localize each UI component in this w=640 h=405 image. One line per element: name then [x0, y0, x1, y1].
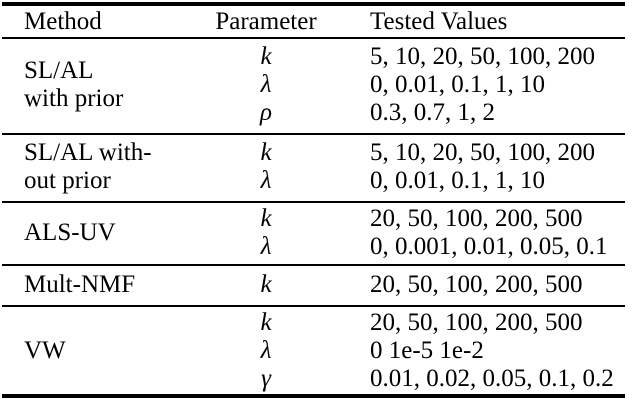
- table-row: k 20, 50, 100, 200, 500: [210, 271, 625, 299]
- parameter-rows: k 20, 50, 100, 200, 500 λ 0 1e-5 1e-2 γ …: [210, 309, 625, 393]
- param-values: 0, 0.01, 0.1, 1, 10: [370, 167, 545, 194]
- param-values: 5, 10, 20, 50, 100, 200: [370, 43, 595, 70]
- param-symbol: γ: [261, 365, 271, 392]
- parameter-rows: k 5, 10, 20, 50, 100, 200 λ 0, 0.01, 0.1…: [210, 43, 625, 127]
- param-symbol: ρ: [260, 99, 272, 126]
- method-label-line: out prior: [24, 167, 111, 194]
- parameter-rows: k 5, 10, 20, 50, 100, 200 λ 0, 0.01, 0.1…: [210, 139, 625, 195]
- table-row: k 5, 10, 20, 50, 100, 200: [210, 139, 625, 167]
- hyperparameter-table: Method Parameter Tested Values SL/AL wit…: [2, 2, 625, 398]
- method-label-line: SL/AL with-: [24, 139, 152, 166]
- param-values: 5, 10, 20, 50, 100, 200: [370, 139, 595, 166]
- param-values: 0 1e-5 1e-2: [370, 337, 484, 364]
- table-group-mult-nmf: Mult-NMF k 20, 50, 100, 200, 500: [2, 266, 625, 307]
- param-symbol: k: [260, 309, 272, 336]
- param-symbol: k: [260, 43, 272, 70]
- method-label-line: SL/AL: [24, 57, 94, 84]
- table-row: k 20, 50, 100, 200, 500: [210, 309, 625, 337]
- param-values: 0, 0.001, 0.01, 0.05, 0.1: [370, 233, 608, 260]
- table-group-vw: VW k 20, 50, 100, 200, 500 λ 0 1e-5 1e-2…: [2, 307, 625, 394]
- column-header-parameter: Parameter: [215, 7, 317, 35]
- table-row: λ 0 1e-5 1e-2: [210, 337, 625, 365]
- param-symbol: λ: [260, 233, 272, 260]
- param-symbol: λ: [260, 337, 272, 364]
- table-row: k 5, 10, 20, 50, 100, 200: [210, 43, 625, 71]
- param-values: 20, 50, 100, 200, 500: [370, 309, 583, 336]
- table-group-slal-with-prior: SL/AL with prior k 5, 10, 20, 50, 100, 2…: [2, 39, 625, 135]
- table-group-slal-without-prior: SL/AL with- out prior k 5, 10, 20, 50, 1…: [2, 135, 625, 203]
- parameter-rows: k 20, 50, 100, 200, 500 λ 0, 0.001, 0.01…: [210, 205, 625, 261]
- param-symbol: k: [260, 271, 272, 298]
- param-values: 0, 0.01, 0.1, 1, 10: [370, 71, 545, 98]
- method-label-line: VW: [24, 337, 66, 364]
- param-symbol: k: [260, 205, 272, 232]
- param-values: 20, 50, 100, 200, 500: [370, 271, 583, 298]
- table-row: γ 0.01, 0.02, 0.05, 0.1, 0.2: [210, 365, 625, 393]
- column-header-method: Method: [24, 7, 102, 35]
- method-cell: ALS-UV: [2, 205, 210, 261]
- method-cell: SL/AL with- out prior: [2, 139, 210, 195]
- param-values: 0.01, 0.02, 0.05, 0.1, 0.2: [370, 365, 614, 392]
- table-row: k 20, 50, 100, 200, 500: [210, 205, 625, 233]
- method-cell: VW: [2, 309, 210, 393]
- parameter-rows: k 20, 50, 100, 200, 500: [210, 271, 625, 299]
- table-header-row: Method Parameter Tested Values: [2, 6, 625, 39]
- param-values: 20, 50, 100, 200, 500: [370, 205, 583, 232]
- method-cell: Mult-NMF: [2, 271, 210, 299]
- param-symbol: k: [260, 139, 272, 166]
- param-symbol: λ: [260, 167, 272, 194]
- table-row: λ 0, 0.01, 0.1, 1, 10: [210, 167, 625, 195]
- column-header-tested-values: Tested Values: [370, 7, 508, 35]
- method-label-line: ALS-UV: [24, 219, 116, 246]
- method-cell: SL/AL with prior: [2, 43, 210, 127]
- param-values: 0.3, 0.7, 1, 2: [370, 99, 495, 126]
- table-row: λ 0, 0.01, 0.1, 1, 10: [210, 71, 625, 99]
- table-row: ρ 0.3, 0.7, 1, 2: [210, 99, 625, 127]
- method-label-line: with prior: [24, 85, 124, 112]
- table-row: λ 0, 0.001, 0.01, 0.05, 0.1: [210, 233, 625, 261]
- param-symbol: λ: [260, 71, 272, 98]
- method-label-line: Mult-NMF: [24, 271, 136, 298]
- table-group-als-uv: ALS-UV k 20, 50, 100, 200, 500 λ 0, 0.00…: [2, 203, 625, 266]
